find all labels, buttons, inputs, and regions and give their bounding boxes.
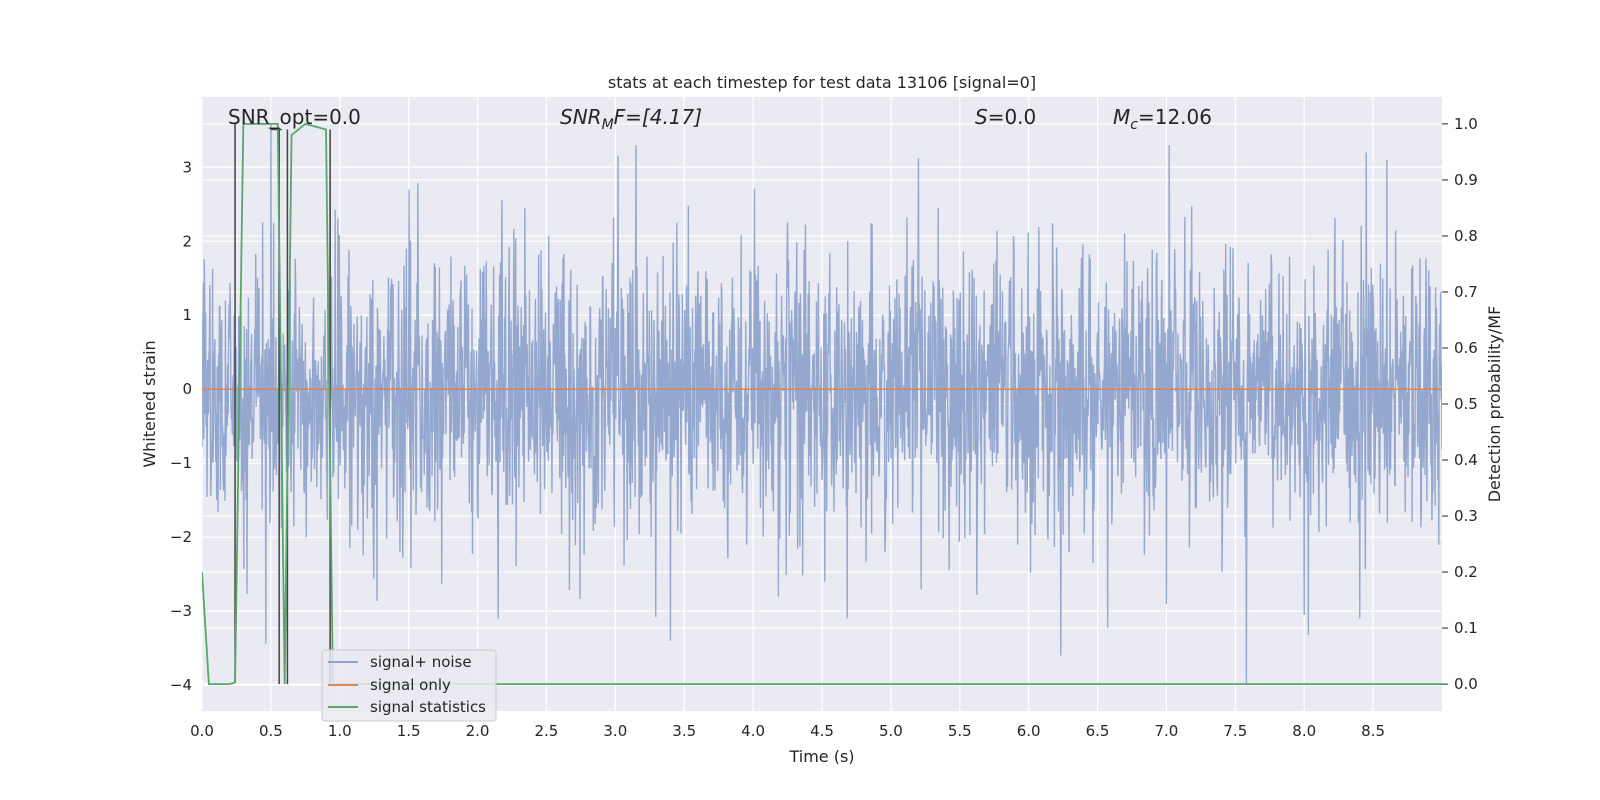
annotations: SNR_opt=0.0 SNRMF=[4.17] S=0.0 Mc=12.06	[228, 105, 1212, 133]
annotation-s-rest: =0.0	[988, 105, 1037, 129]
x-tick-label: 1.5	[397, 722, 421, 740]
x-tick-label: 3.5	[672, 722, 696, 740]
right-y-tick-label: 0.8	[1454, 227, 1478, 245]
annotation-mc-var: M	[1113, 105, 1130, 129]
legend-box	[321, 649, 497, 722]
signal-noise-series	[202, 122, 1442, 686]
right-y-axis-ticks: 0.0 0.1 0.2 0.3 0.4 0.5 0.6 0.7 0.8 0.9 1.0	[1442, 115, 1478, 693]
annotation-s-var: S	[975, 105, 988, 129]
x-tick-label: 5.5	[948, 722, 972, 740]
x-tick-label: 4.0	[741, 722, 765, 740]
x-tick-label: 6.0	[1017, 722, 1041, 740]
x-axis-ticks: 0.0 0.5 1.0 1.5 2.0 2.5 3.0 3.5 4.0 4.5 5.0 5.5 6.0 6…	[190, 722, 1385, 740]
left-y-tick-label: −4	[170, 676, 192, 694]
left-y-tick-label: 0	[182, 380, 192, 398]
legend-label-signal-statistics: signal statistics	[370, 698, 486, 716]
x-tick-label: 0.0	[190, 722, 214, 740]
right-y-tick-label: 0.2	[1454, 563, 1478, 581]
left-y-tick-label: 3	[182, 158, 192, 176]
x-tick-label: 4.5	[810, 722, 834, 740]
x-tick-label: 3.0	[603, 722, 627, 740]
annotation-s: S=0.0	[975, 105, 1036, 129]
right-y-tick-label: 0.6	[1454, 339, 1478, 357]
annotation-snr-mf-rest: F=[4.17]	[614, 105, 702, 129]
right-y-tick-label: 0.7	[1454, 283, 1478, 301]
right-y-tick-label: 0.4	[1454, 451, 1478, 469]
right-y-tick-label: 0.9	[1454, 171, 1478, 189]
legend: signal+ noise signal only signal statist…	[321, 649, 497, 722]
right-y-axis-label: Detection probability/MF	[1485, 306, 1504, 503]
annotation-mc-sub: c	[1130, 117, 1138, 133]
x-tick-label: 6.5	[1086, 722, 1110, 740]
left-y-tick-label: −3	[170, 602, 192, 620]
left-y-axis-ticks: −4 −3 −2 −1 0 1 2 3	[170, 158, 192, 694]
chart-title: stats at each timestep for test data 131…	[608, 73, 1036, 92]
x-tick-label: 5.0	[879, 722, 903, 740]
x-tick-label: 7.0	[1155, 722, 1179, 740]
x-axis-label: Time (s)	[788, 747, 854, 766]
legend-label-signal-only: signal only	[370, 676, 451, 694]
right-y-tick-label: 0.3	[1454, 507, 1478, 525]
annotation-mc: Mc=12.06	[1113, 105, 1212, 133]
annotation-snr-mf: SNRMF=[4.17]	[560, 105, 702, 133]
left-y-tick-label: 2	[182, 232, 192, 250]
left-y-axis-label: Whitened strain	[140, 340, 159, 467]
x-tick-label: 8.0	[1292, 722, 1316, 740]
x-tick-label: 0.5	[259, 722, 283, 740]
annotation-snr-opt: SNR_opt=0.0	[228, 105, 361, 129]
left-y-tick-label: 1	[182, 306, 192, 324]
x-tick-label: 8.5	[1361, 722, 1385, 740]
right-y-tick-label: 0.5	[1454, 395, 1478, 413]
x-tick-label: 1.0	[328, 722, 352, 740]
annotation-snr-mf-base: SNR	[560, 105, 602, 129]
x-tick-label: 7.5	[1223, 722, 1247, 740]
x-tick-label: 2.0	[466, 722, 490, 740]
x-tick-label: 2.5	[535, 722, 559, 740]
left-y-tick-label: −2	[170, 528, 192, 546]
right-y-tick-label: 0.0	[1454, 675, 1478, 693]
annotation-snr-mf-sub: M	[602, 117, 614, 133]
annotation-mc-rest: =12.06	[1138, 105, 1212, 129]
signal-noise-line	[202, 122, 1442, 686]
legend-label-signal-noise: signal+ noise	[370, 653, 472, 671]
left-y-tick-label: −1	[170, 454, 192, 472]
right-y-tick-label: 0.1	[1454, 619, 1478, 637]
right-y-tick-label: 1.0	[1454, 115, 1478, 133]
